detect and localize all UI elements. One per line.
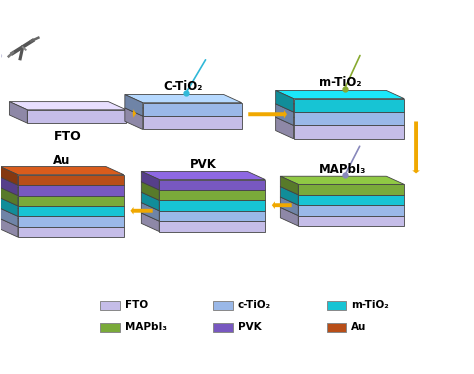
Polygon shape (141, 182, 265, 190)
Text: C-TiO₂: C-TiO₂ (164, 80, 203, 93)
Polygon shape (0, 198, 124, 206)
Polygon shape (18, 185, 124, 196)
Polygon shape (159, 211, 265, 221)
Text: MAPbI₃: MAPbI₃ (125, 322, 167, 332)
Polygon shape (159, 190, 265, 200)
FancyBboxPatch shape (100, 301, 120, 310)
Polygon shape (27, 110, 126, 123)
Polygon shape (280, 176, 404, 184)
Polygon shape (141, 203, 159, 221)
Polygon shape (141, 203, 265, 211)
Ellipse shape (0, 54, 2, 59)
Polygon shape (293, 99, 404, 112)
Polygon shape (159, 200, 265, 211)
Polygon shape (280, 208, 298, 226)
Polygon shape (18, 175, 124, 185)
Polygon shape (0, 187, 18, 206)
Polygon shape (143, 103, 242, 116)
Polygon shape (141, 171, 159, 190)
Polygon shape (18, 227, 124, 237)
Polygon shape (159, 221, 265, 232)
Polygon shape (9, 102, 27, 123)
Text: PVK: PVK (238, 322, 262, 332)
Polygon shape (9, 102, 126, 110)
Text: MAPbI₃: MAPbI₃ (319, 163, 366, 176)
Polygon shape (0, 177, 18, 196)
Polygon shape (280, 187, 298, 205)
Polygon shape (141, 213, 265, 221)
FancyBboxPatch shape (327, 323, 346, 332)
FancyBboxPatch shape (100, 323, 120, 332)
Polygon shape (280, 208, 404, 215)
Polygon shape (143, 116, 242, 129)
Polygon shape (141, 192, 265, 200)
Polygon shape (125, 95, 143, 116)
Polygon shape (0, 166, 124, 175)
FancyBboxPatch shape (213, 323, 233, 332)
Polygon shape (0, 187, 124, 196)
Text: FTO: FTO (125, 300, 148, 310)
Polygon shape (276, 117, 293, 139)
Polygon shape (298, 205, 404, 215)
Text: Au: Au (351, 322, 366, 332)
Polygon shape (280, 187, 404, 195)
Polygon shape (0, 177, 124, 185)
Polygon shape (125, 108, 242, 116)
Polygon shape (18, 206, 124, 216)
Polygon shape (276, 104, 404, 112)
Polygon shape (276, 104, 293, 125)
Text: PVK: PVK (190, 159, 217, 171)
Text: m-TiO₂: m-TiO₂ (319, 76, 361, 89)
Polygon shape (0, 208, 18, 227)
Polygon shape (0, 208, 124, 216)
Polygon shape (141, 192, 159, 211)
Polygon shape (125, 108, 143, 129)
Polygon shape (0, 198, 18, 216)
Polygon shape (280, 176, 298, 195)
Polygon shape (159, 180, 265, 190)
FancyBboxPatch shape (327, 301, 346, 310)
Polygon shape (141, 213, 159, 232)
Polygon shape (276, 117, 404, 125)
Polygon shape (0, 166, 18, 185)
Text: FTO: FTO (54, 130, 82, 143)
Polygon shape (18, 216, 124, 227)
Polygon shape (298, 195, 404, 205)
Polygon shape (18, 196, 124, 206)
Polygon shape (280, 197, 298, 215)
FancyBboxPatch shape (213, 301, 233, 310)
Polygon shape (0, 218, 124, 227)
Text: Au: Au (53, 154, 71, 166)
Polygon shape (293, 125, 404, 139)
Polygon shape (141, 182, 159, 200)
Polygon shape (298, 184, 404, 195)
Polygon shape (293, 112, 404, 125)
Polygon shape (298, 215, 404, 226)
Text: m-TiO₂: m-TiO₂ (351, 300, 389, 310)
Polygon shape (280, 197, 404, 205)
Polygon shape (0, 218, 18, 237)
Text: c-TiO₂: c-TiO₂ (238, 300, 271, 310)
Polygon shape (125, 95, 242, 103)
Polygon shape (276, 91, 404, 99)
Polygon shape (141, 171, 265, 180)
Polygon shape (276, 91, 293, 112)
